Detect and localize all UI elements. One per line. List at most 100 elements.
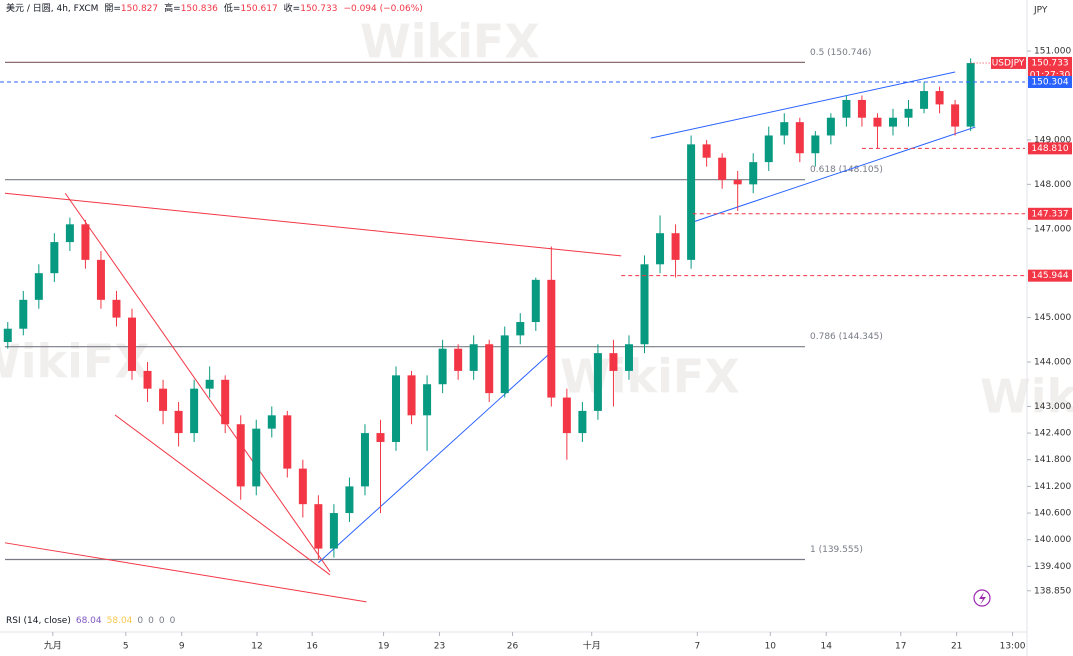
candle-body [283, 415, 292, 469]
candle-body [423, 384, 432, 416]
ohlc-value: 150.733 [300, 4, 337, 14]
x-tick-label: 26 [507, 642, 519, 652]
candle-body [966, 63, 975, 127]
candle-body [624, 344, 633, 371]
candle-body [687, 144, 696, 260]
y-tick-label: 149.000 [1034, 135, 1071, 145]
candle-body [485, 344, 494, 394]
candle-body [656, 233, 665, 265]
y-tick-label: 138.850 [1034, 586, 1071, 596]
candle-body [951, 104, 960, 127]
alert-bolt [979, 592, 986, 605]
candle-body [454, 348, 463, 371]
candle-body [236, 424, 245, 487]
y-tick-label: 140.600 [1034, 509, 1071, 519]
candle-body [888, 117, 897, 127]
ohlc-key: 低= [224, 2, 241, 14]
fib-label: 0.786 (144.345) [810, 332, 883, 342]
watermark: WikiFX [980, 370, 1073, 424]
watermark: WikiFX [360, 15, 540, 69]
trend-line [4, 192, 622, 257]
x-tick-label: 九月 [44, 641, 62, 652]
ohlc-key: 收= [284, 2, 301, 14]
y-tick-label: 139.400 [1034, 562, 1071, 572]
candle-body [578, 410, 587, 434]
candle-body [562, 397, 571, 434]
candle-body [376, 433, 385, 442]
candle-body [593, 353, 602, 411]
candle-body [392, 375, 401, 442]
price-tag-countdown: 01:27:30 [1030, 70, 1071, 80]
y-tick-label: 141.800 [1034, 455, 1071, 465]
rsi-value: 0 [148, 616, 154, 626]
price-tag [1028, 207, 1072, 220]
candle-body [252, 428, 261, 487]
rsi-value: 0 [159, 616, 165, 626]
fib-label: 0.5 (150.746) [810, 48, 871, 58]
ohlc-value: 150.836 [181, 4, 218, 14]
candle-body [81, 224, 90, 260]
trend-line [692, 126, 976, 223]
x-tick-label: 5 [123, 642, 129, 652]
x-tick-label: 7 [694, 642, 700, 652]
y-tick-label: 145.000 [1034, 313, 1071, 323]
symbol-tag-label: USDJPY [992, 58, 1025, 68]
x-tick-label: 14 [820, 642, 832, 652]
candle-body [920, 91, 929, 109]
candle-body [205, 379, 214, 389]
price-tag-value: 147.337 [1031, 209, 1068, 219]
y-tick-label: 142.400 [1034, 429, 1071, 439]
y-tick-label: 148.000 [1034, 180, 1071, 190]
y-tick-label: 141.200 [1034, 482, 1071, 492]
header: 美元 / 日圆, 4h, FXCM 開=150.827 高=150.836 低=150… [6, 2, 423, 14]
candle-body [143, 370, 152, 389]
price-tag-value: 145.944 [1031, 271, 1068, 281]
trend-line [4, 542, 367, 603]
candle-body [500, 335, 509, 394]
candle-body [65, 224, 74, 243]
rsi-value: 0 [137, 616, 143, 626]
ohlc-key: 高= [164, 2, 181, 14]
candle-body [469, 344, 478, 371]
candle-body [267, 415, 276, 429]
rsi-value: 68.04 [76, 616, 102, 626]
y-tick-label: 140.000 [1034, 535, 1071, 545]
candle-body [128, 317, 137, 371]
candle-body [407, 375, 416, 416]
x-tick-label: 13:00 [1000, 642, 1026, 652]
watermark: WikiFX [560, 350, 740, 404]
x-tick-label: 10 [765, 642, 777, 652]
candle-body [671, 233, 680, 260]
candle-body [438, 348, 447, 385]
rsi-value: 58.04 [107, 616, 133, 626]
x-tick-label: 16 [306, 642, 318, 652]
trend-line [64, 192, 331, 572]
y-tick-label: 144.000 [1034, 358, 1071, 368]
y-tick-label: 151.000 [1034, 47, 1071, 57]
candle-body [609, 353, 618, 371]
candle-body [640, 264, 649, 345]
ohlc-key: 開= [104, 3, 121, 14]
candle-body [547, 279, 556, 398]
candle-body [174, 410, 183, 434]
x-tick-label: 9 [179, 642, 185, 652]
candle-body [345, 486, 354, 514]
y-tick-label: 147.000 [1034, 224, 1071, 234]
price-tag [1028, 269, 1072, 282]
candle-body [811, 135, 820, 154]
price-tag-value: 148.810 [1031, 144, 1068, 154]
candle-body [329, 513, 338, 549]
symbol: 美元 / 日圆, 4h, FXCM [6, 2, 98, 14]
x-tick-label: 十月 [583, 640, 601, 652]
alert-icon[interactable] [973, 589, 991, 607]
candle-body [298, 468, 307, 505]
price-tag [1028, 142, 1072, 155]
candle-body [34, 273, 43, 300]
candle-body [718, 157, 727, 180]
candle-body [19, 299, 28, 329]
rsi-legend: RSI (14, close) 68.04 58.04 0 0 0 0 [6, 616, 176, 626]
candle-body [780, 122, 789, 136]
rsi-label: RSI (14, close) [6, 616, 71, 626]
